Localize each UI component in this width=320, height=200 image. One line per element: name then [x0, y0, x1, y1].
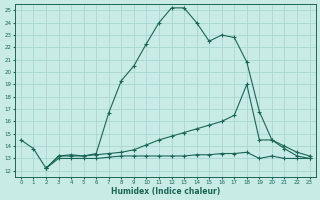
X-axis label: Humidex (Indice chaleur): Humidex (Indice chaleur): [111, 187, 220, 196]
